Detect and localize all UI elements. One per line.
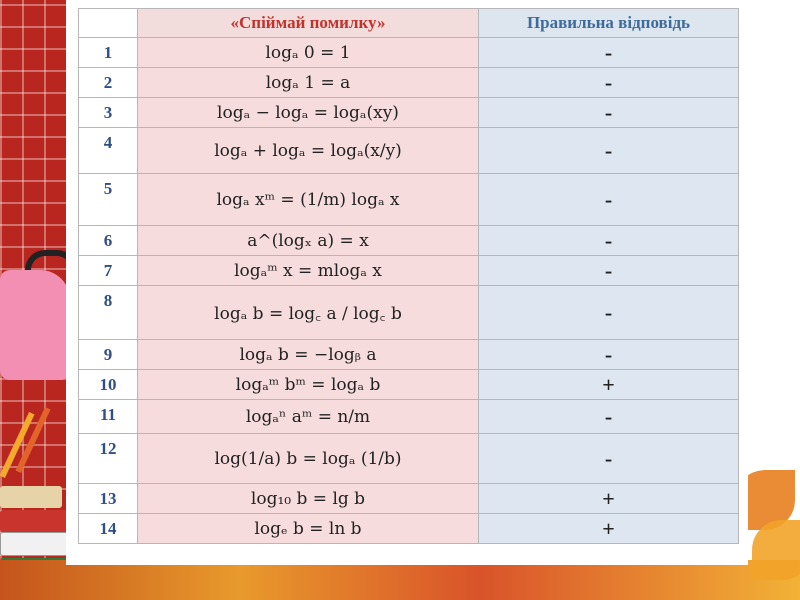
formula-cell: logₐ + logₐ = logₐ(x/y) [137, 127, 479, 174]
formula-cell: logₐᵐ x = mlogₐ x [137, 255, 479, 286]
books-decoration [0, 400, 70, 580]
formula-cell: logₐ 0 = 1 [137, 37, 479, 68]
table-header-row: «Спіймай помилку» Правильна відповідь [78, 8, 739, 38]
row-number: 8 [78, 285, 138, 340]
row-number: 10 [78, 369, 138, 400]
answer-cell: + [478, 513, 739, 544]
answer-cell: - [478, 67, 739, 98]
table-row: 9 logₐ b = −logᵦ a - [78, 339, 739, 370]
row-number: 11 [78, 399, 138, 434]
error-table: «Спіймай помилку» Правильна відповідь 1 … [78, 8, 739, 544]
leaf-decoration [752, 520, 800, 580]
table-row: 10 logₐᵐ bᵐ = logₐ b + [78, 369, 739, 400]
header-number [78, 8, 138, 38]
table-row: 13 log₁₀ b = lg b + [78, 483, 739, 514]
answer-cell: - [478, 37, 739, 68]
answer-cell: - [478, 225, 739, 256]
formula-cell: logₑ b = ln b [137, 513, 479, 544]
formula-cell: logₐ b = −logᵦ a [137, 339, 479, 370]
table-row: 3 logₐ − logₐ = logₐ(xy) - [78, 97, 739, 128]
header-answer: Правильна відповідь [478, 8, 739, 38]
formula-cell: log₁₀ b = lg b [137, 483, 479, 514]
row-number: 9 [78, 339, 138, 370]
table-row: 6 a^(logₓ a) = x - [78, 225, 739, 256]
answer-cell: - [478, 255, 739, 286]
answer-cell: + [478, 483, 739, 514]
answer-cell: - [478, 127, 739, 174]
formula-cell: logₐ xᵐ = (1/m) logₐ x [137, 173, 479, 226]
formula-cell: logₐ b = log꜀ a / log꜀ b [137, 285, 479, 340]
formula-cell: a^(logₓ a) = x [137, 225, 479, 256]
formula-cell: logₐ 1 = a [137, 67, 479, 98]
answer-cell: - [478, 173, 739, 226]
table-row: 2 logₐ 1 = a - [78, 67, 739, 98]
answer-cell: - [478, 97, 739, 128]
table-row: 5 logₐ xᵐ = (1/m) logₐ x - [78, 173, 739, 226]
row-number: 5 [78, 173, 138, 226]
row-number: 7 [78, 255, 138, 286]
answer-cell: - [478, 433, 739, 484]
formula-cell: logₐ − logₐ = logₐ(xy) [137, 97, 479, 128]
row-number: 2 [78, 67, 138, 98]
row-number: 4 [78, 127, 138, 174]
row-number: 13 [78, 483, 138, 514]
answer-cell: - [478, 339, 739, 370]
table-row: 11 logₐⁿ aᵐ = n/m - [78, 399, 739, 434]
formula-cell: log(1/a) b = logₐ (1/b) [137, 433, 479, 484]
table-row: 4 logₐ + logₐ = logₐ(x/y) - [78, 127, 739, 174]
formula-cell: logₐⁿ aᵐ = n/m [137, 399, 479, 434]
answer-cell: - [478, 285, 739, 340]
row-number: 12 [78, 433, 138, 484]
header-task: «Спіймай помилку» [137, 8, 479, 38]
row-number: 6 [78, 225, 138, 256]
table-row: 1 logₐ 0 = 1 - [78, 37, 739, 68]
row-number: 14 [78, 513, 138, 544]
table-row: 14 logₑ b = ln b + [78, 513, 739, 544]
answer-cell: - [478, 399, 739, 434]
table-row: 8 logₐ b = log꜀ a / log꜀ b - [78, 285, 739, 340]
autumn-leaves-strip [0, 560, 800, 600]
slide-panel: «Спіймай помилку» Правильна відповідь 1 … [66, 0, 748, 565]
table-row: 7 logₐᵐ x = mlogₐ x - [78, 255, 739, 286]
answer-cell: + [478, 369, 739, 400]
row-number: 1 [78, 37, 138, 68]
formula-cell: logₐᵐ bᵐ = logₐ b [137, 369, 479, 400]
table-row: 12 log(1/a) b = logₐ (1/b) - [78, 433, 739, 484]
row-number: 3 [78, 97, 138, 128]
bag-decoration [0, 270, 70, 380]
